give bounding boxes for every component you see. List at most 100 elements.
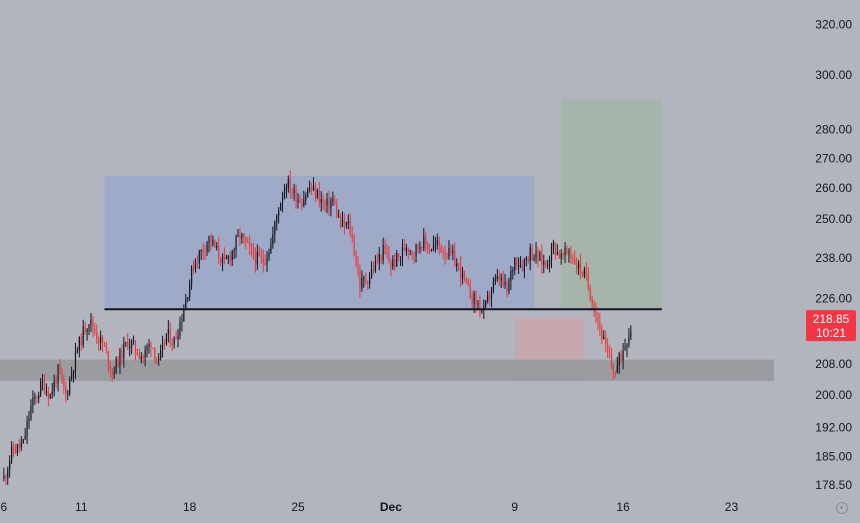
candle-body [175, 338, 177, 340]
candle [570, 245, 572, 264]
price-tick-label: 320.00 [815, 17, 852, 31]
candle-body [527, 258, 529, 262]
candle [345, 221, 347, 229]
candle-body [295, 189, 297, 203]
candle-body [521, 264, 524, 271]
candle-body [208, 235, 210, 244]
candle-body [409, 250, 411, 252]
candle-body [610, 356, 613, 365]
candle-body [543, 261, 545, 265]
candle [378, 246, 380, 271]
candle-body [297, 199, 299, 203]
candle [518, 257, 520, 275]
candle [36, 395, 38, 404]
candle-body [243, 233, 245, 238]
candle-body [432, 244, 435, 250]
candle-body [132, 340, 135, 342]
candle [409, 249, 411, 256]
time-axis[interactable]: 6 11 18 25 Dec 9 16 23 [1, 500, 739, 514]
candle-body [570, 252, 572, 259]
candle [434, 236, 436, 253]
candle [181, 314, 183, 332]
candle [487, 290, 489, 304]
candle [297, 193, 299, 209]
time-tick-label: Dec [380, 500, 402, 514]
candle [163, 338, 166, 350]
candle-body [581, 272, 584, 277]
candle-body [529, 247, 531, 262]
candle [492, 276, 495, 294]
candle [336, 199, 338, 219]
candle-body [332, 199, 334, 202]
zones-layer [0, 99, 775, 382]
candle [531, 244, 533, 261]
candle-body [250, 246, 253, 248]
candle [67, 389, 69, 401]
candle [301, 198, 303, 211]
candle-body [198, 251, 200, 264]
price-axis[interactable]: 320.00 300.00 280.00 270.00 260.00 250.00 238.… [815, 17, 852, 492]
candle [543, 254, 545, 274]
candle [49, 393, 51, 400]
candle-body [70, 373, 73, 380]
candle [423, 228, 425, 252]
candle [459, 256, 462, 287]
candle-body [57, 364, 59, 384]
candle [138, 348, 140, 360]
candle [519, 256, 522, 269]
candle [287, 175, 289, 193]
candle [446, 252, 448, 260]
candle-body [310, 188, 313, 191]
candle-body [202, 249, 204, 252]
candle [452, 244, 454, 261]
candle [221, 253, 224, 272]
candle [324, 199, 326, 212]
candle [591, 295, 593, 309]
candle-body [351, 234, 353, 237]
candle-body [312, 185, 315, 191]
candle [454, 242, 456, 267]
time-tick-label: 16 [616, 500, 630, 514]
candle [365, 272, 367, 285]
candle-body [136, 351, 138, 355]
candle [177, 328, 179, 348]
candle-body [626, 345, 628, 348]
candle-body [171, 344, 173, 346]
candle-body [336, 204, 338, 217]
candle [463, 270, 466, 282]
candle [171, 338, 173, 351]
candle-body [595, 311, 597, 315]
price-tick-label: 208.00 [815, 357, 852, 371]
candle [274, 220, 276, 244]
candle-body [40, 381, 42, 396]
candle [235, 234, 237, 258]
candle-body [69, 379, 71, 394]
candle [421, 246, 423, 252]
candle [18, 439, 20, 454]
candle-body [452, 250, 454, 253]
candle [225, 254, 228, 260]
candle [407, 247, 409, 260]
candle-body [421, 247, 423, 249]
candle-body [326, 198, 328, 206]
candle [401, 239, 404, 267]
candle-body [531, 247, 533, 260]
candle [405, 243, 407, 256]
candle [295, 184, 297, 209]
candle [61, 368, 63, 384]
candle [574, 250, 576, 265]
candle-body [612, 364, 615, 372]
candle [227, 254, 229, 265]
settings-gear-icon[interactable] [836, 502, 848, 514]
candle-body [268, 253, 270, 258]
candle [16, 443, 19, 457]
candle-body [374, 261, 377, 271]
candle-body [614, 371, 616, 373]
candle-body [115, 358, 117, 373]
candle [129, 338, 131, 357]
candle-body [601, 327, 603, 340]
candle [380, 254, 382, 265]
candle [26, 415, 28, 445]
